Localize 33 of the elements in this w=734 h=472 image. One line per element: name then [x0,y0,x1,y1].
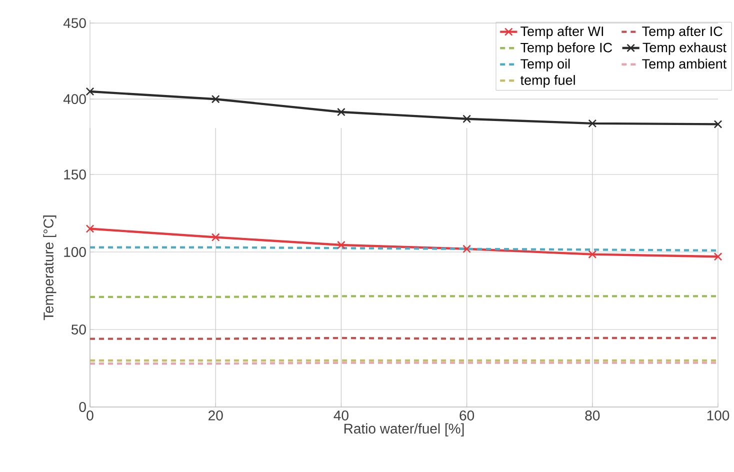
point [337,108,346,116]
x-tick-label: 0 [86,410,94,420]
x-tick-label: 80 [585,410,600,420]
y-axis-title: Temperature [°C] [43,216,56,320]
y-tick-label: 400 [63,94,86,104]
point [714,120,722,128]
x-tick-label: 60 [460,410,474,420]
point [714,252,722,261]
point [462,244,471,254]
x-axis-title: Ratio water/fuel [%] [344,423,464,436]
legend-label: Temp oil [520,58,570,72]
legend-label: Temp after WI [520,26,604,39]
legend-label: Temp before IC [520,42,612,56]
x-tick-label: 20 [208,410,223,420]
point [588,119,597,128]
point [86,87,94,96]
y-tick-label: 150 [64,170,86,180]
legend-label: Temp exhaust [642,42,726,55]
y-tick-label: 100 [64,247,86,257]
point [588,250,597,259]
legend-label: Temp after IC [642,26,722,39]
legend-label: Temp ambient [642,58,726,72]
x-tick-label: 100 [707,410,730,420]
point [337,240,346,250]
point [462,114,471,124]
legend-label: temp fuel [520,75,575,88]
y-tick-label: 50 [71,324,86,334]
point [211,233,220,242]
x-tick-label: 40 [334,410,348,420]
point [211,94,220,104]
y-tick-label: 0 [79,402,86,412]
point [86,224,94,233]
y-tick-label: 450 [63,18,86,28]
